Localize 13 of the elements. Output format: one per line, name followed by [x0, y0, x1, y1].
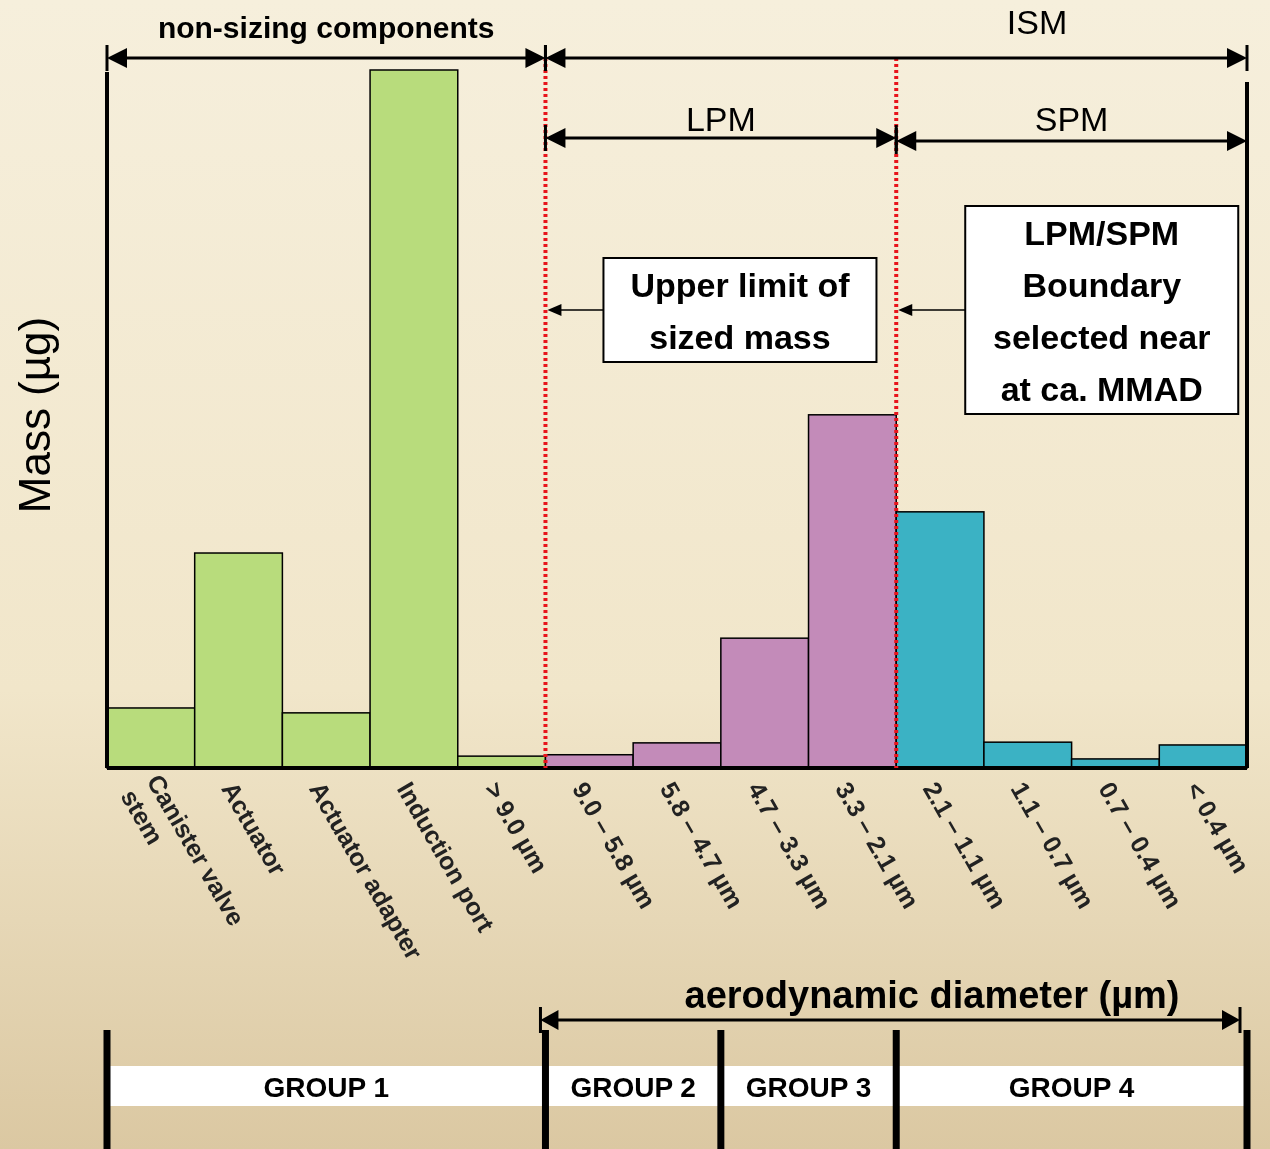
text: GROUP 4: [1008, 1072, 1135, 1103]
y-axis-title: Mass (µg): [10, 316, 59, 514]
text: ISM: [1006, 3, 1068, 41]
text: non-sizing components: [157, 11, 495, 44]
annotation: SPM: [1034, 100, 1109, 138]
text: GROUP 3: [745, 1072, 872, 1103]
ref-line-label: LPM/SPM Boundary selected near at ca. MMAD: [993, 214, 1211, 408]
ref-line-label: Upper limit of sized mass: [630, 266, 851, 356]
text: GROUP 2: [570, 1072, 696, 1103]
x-axis-title: aerodynamic diameter (µm): [684, 974, 1180, 1016]
x-tick-label: > 9.0 µm: [479, 777, 554, 878]
text: GROUP 1: [263, 1072, 389, 1103]
annotation: LPM: [685, 100, 756, 138]
